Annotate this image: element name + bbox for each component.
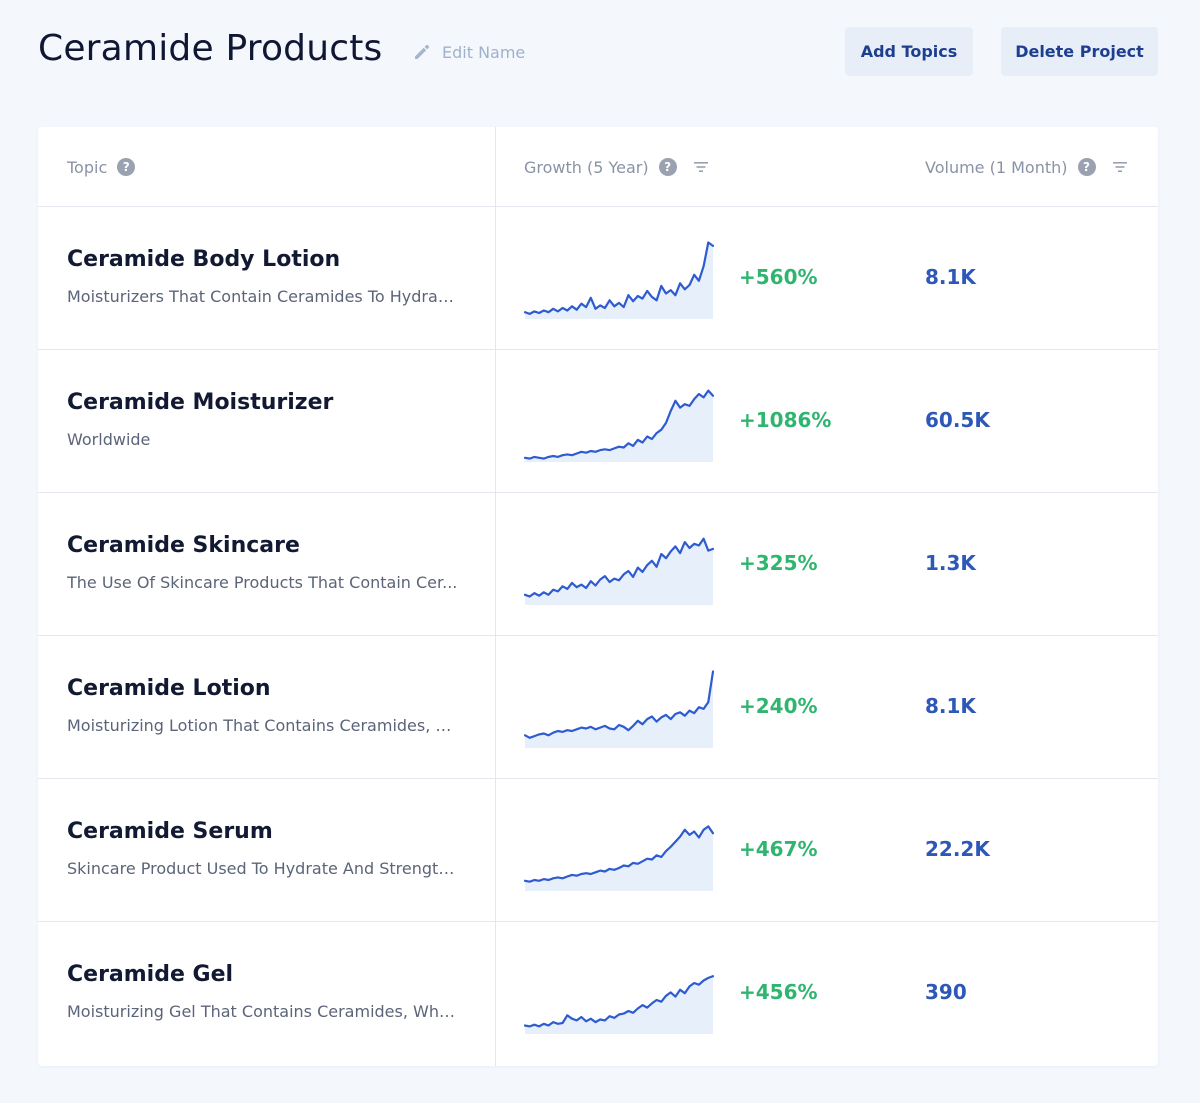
growth-value: +456% — [739, 980, 818, 1004]
topic-description: The Use Of Skincare Products That Contai… — [67, 573, 458, 592]
sparkline-area — [525, 826, 713, 891]
sparkline-area — [525, 976, 713, 1034]
volume-column-label: Volume (1 Month) — [925, 157, 1068, 177]
sparkline-area — [525, 671, 713, 748]
sparkline-line — [524, 975, 714, 1028]
growth-value: +1086% — [739, 408, 832, 432]
column-divider — [495, 127, 496, 1066]
sparkline-line — [524, 537, 714, 598]
growth-column-label: Growth (5 Year) — [524, 157, 649, 177]
volume-value: 22.2K — [925, 837, 990, 861]
topic-description: Skincare Product Used To Hydrate And Str… — [67, 859, 459, 878]
growth-sparkline — [524, 975, 714, 1034]
topic-title: Ceramide Lotion — [67, 676, 271, 701]
topic-description: Worldwide — [67, 430, 151, 449]
pencil-icon — [415, 44, 430, 59]
volume-value: 8.1K — [925, 265, 976, 289]
table-row[interactable]: Ceramide Skincare The Use Of Skincare Pr… — [38, 493, 1158, 636]
growth-sparkline — [524, 537, 714, 605]
growth-column-header: Growth (5 Year) ? — [524, 156, 709, 178]
volume-value: 8.1K — [925, 694, 976, 718]
sparkline-area — [525, 390, 713, 462]
growth-sparkline — [524, 670, 714, 748]
edit-name-label: Edit Name — [442, 42, 526, 62]
sparkline-line — [524, 670, 714, 739]
growth-sparkline — [524, 241, 714, 319]
topic-column-label: Topic — [67, 157, 108, 177]
help-icon[interactable]: ? — [1077, 158, 1096, 176]
sparkline-area — [525, 538, 713, 605]
table-row[interactable]: Ceramide Moisturizer Worldwide +1086% 60… — [38, 350, 1158, 493]
volume-value: 1.3K — [925, 551, 976, 575]
sort-filter-icon[interactable] — [1112, 160, 1128, 174]
topic-description: Moisturizing Lotion That Contains Cerami… — [67, 716, 459, 735]
volume-column-header: Volume (1 Month) ? — [925, 156, 1128, 178]
table-row[interactable]: Ceramide Body Lotion Moisturizers That C… — [38, 207, 1158, 350]
volume-value: 60.5K — [925, 408, 990, 432]
sparkline-line — [524, 825, 714, 883]
sort-filter-icon[interactable] — [693, 160, 709, 174]
table-row[interactable]: Ceramide Lotion Moisturizing Lotion That… — [38, 636, 1158, 779]
growth-value: +325% — [739, 551, 818, 575]
topic-title: Ceramide Gel — [67, 962, 234, 987]
table-header: Topic ? Growth (5 Year) ? Volume (1 Mont… — [38, 127, 1158, 207]
topic-title: Ceramide Serum — [67, 819, 273, 844]
topic-title: Ceramide Moisturizer — [67, 390, 334, 415]
help-icon[interactable]: ? — [658, 158, 677, 176]
sparkline-area — [525, 242, 713, 319]
topic-title: Ceramide Body Lotion — [67, 247, 341, 272]
growth-value: +240% — [739, 694, 818, 718]
sparkline-line — [524, 389, 714, 460]
add-topics-button[interactable]: Add Topics — [845, 27, 973, 76]
delete-project-button[interactable]: Delete Project — [1001, 27, 1158, 76]
edit-name-button[interactable]: Edit Name — [412, 40, 525, 64]
topic-title: Ceramide Skincare — [67, 533, 300, 558]
topic-description: Moisturizing Gel That Contains Ceramides… — [67, 1002, 459, 1021]
page-title: Ceramide Products — [38, 28, 383, 69]
topic-column-header: Topic ? — [67, 156, 136, 178]
topic-description: Moisturizers That Contain Ceramides To H… — [67, 287, 459, 306]
growth-value: +467% — [739, 837, 818, 861]
growth-value: +560% — [739, 265, 818, 289]
table-row[interactable]: Ceramide Gel Moisturizing Gel That Conta… — [38, 922, 1158, 1065]
volume-value: 390 — [925, 980, 967, 1004]
page-header: Ceramide Products Edit Name Add Topics D… — [0, 0, 1200, 105]
help-icon[interactable]: ? — [117, 158, 136, 176]
growth-sparkline — [524, 389, 714, 462]
sparkline-line — [524, 241, 714, 315]
table-row[interactable]: Ceramide Serum Skincare Product Used To … — [38, 779, 1158, 922]
topics-table: Topic ? Growth (5 Year) ? Volume (1 Mont… — [38, 127, 1158, 1066]
growth-sparkline — [524, 825, 714, 891]
